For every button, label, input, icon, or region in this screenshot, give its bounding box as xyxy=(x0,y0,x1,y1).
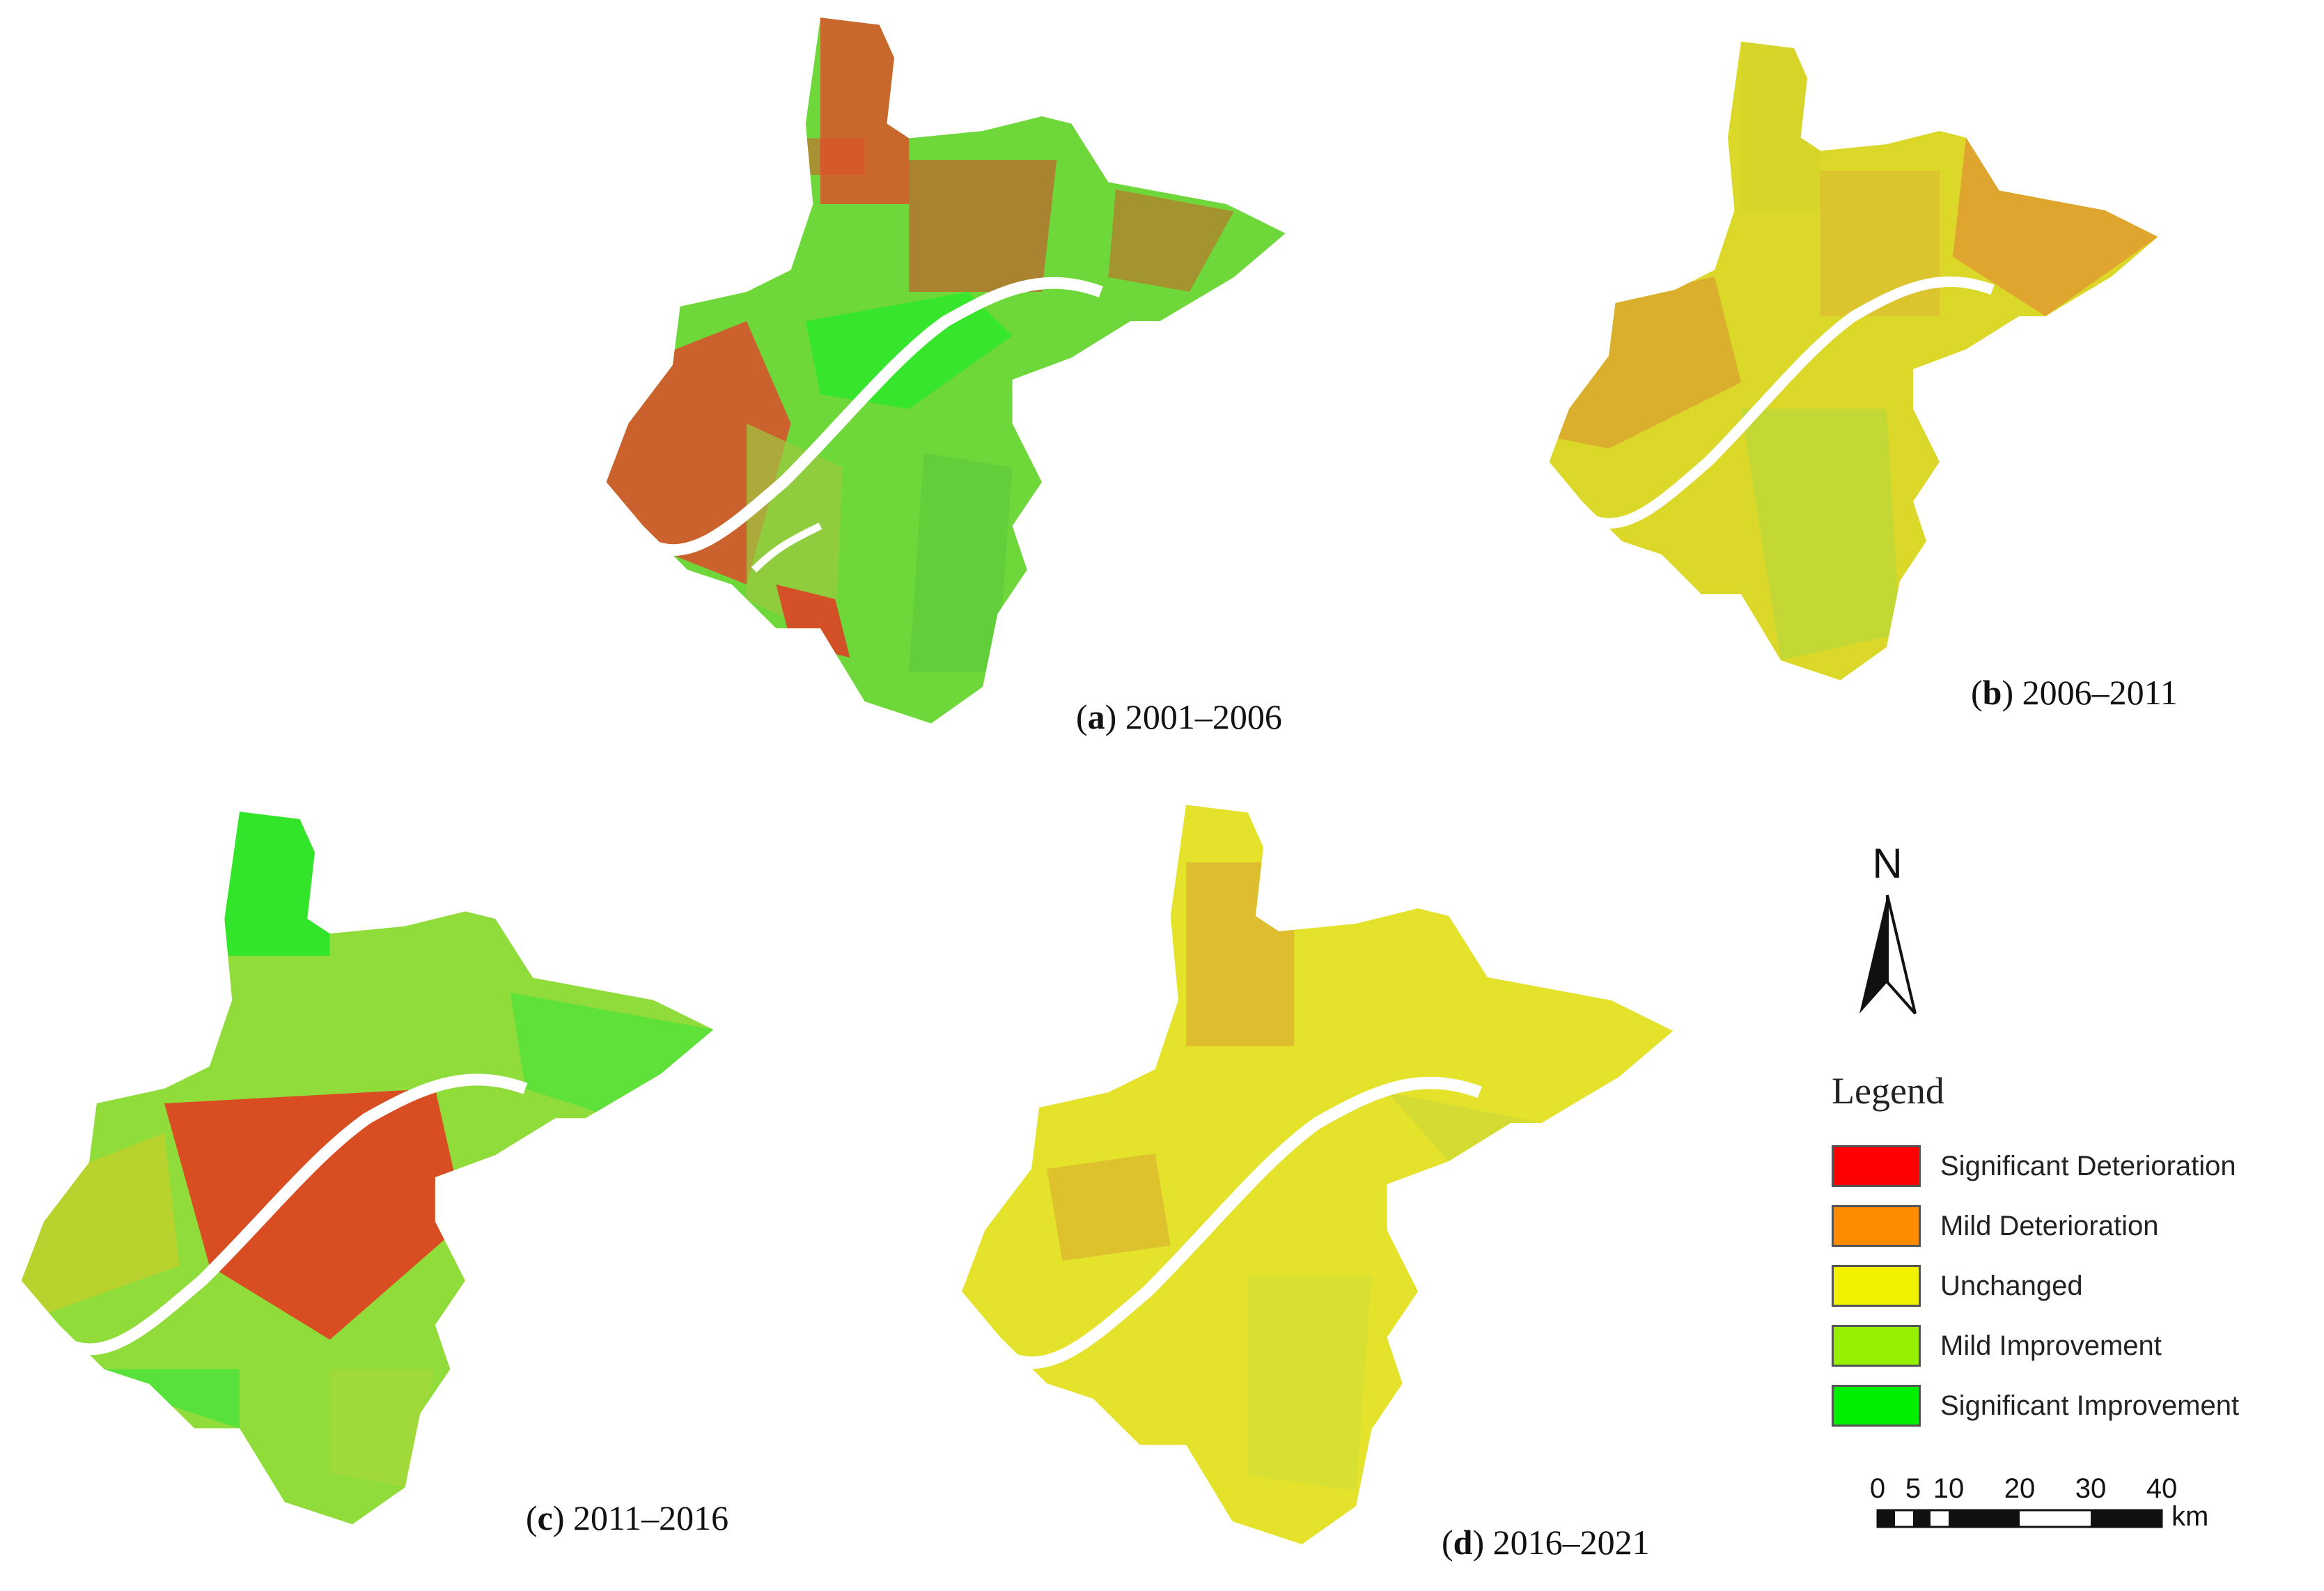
legend-item: Significant Deterioration xyxy=(1832,1136,2319,1196)
legend-swatch xyxy=(1832,1385,1921,1427)
north-arrow: N xyxy=(1832,839,1943,1041)
caption-a-period: 2001–2006 xyxy=(1125,697,1282,736)
legend: Legend Significant Deterioration Mild De… xyxy=(1832,1069,2319,1436)
legend-label: Significant Deterioration xyxy=(1940,1150,2236,1181)
legend-label: Mild Improvement xyxy=(1940,1330,2162,1361)
map-c-svg xyxy=(21,812,714,1525)
legend-label: Mild Deterioration xyxy=(1940,1210,2159,1241)
map-d-svg xyxy=(962,805,1674,1544)
map-panel-a xyxy=(599,14,1337,745)
legend-item: Unchanged xyxy=(1832,1256,2319,1316)
legend-title: Legend xyxy=(1832,1070,1944,1112)
caption-a: (a) 2001–2006 xyxy=(1076,697,1282,736)
scale-tick-5: 5 xyxy=(1905,1473,1921,1504)
caption-c-period: 2011–2016 xyxy=(573,1498,729,1537)
legend-swatch xyxy=(1832,1205,1921,1247)
scale-tick-0: 0 xyxy=(1870,1473,1885,1504)
caption-b-letter: b xyxy=(1982,673,2002,712)
legend-item: Mild Deterioration xyxy=(1832,1196,2319,1256)
map-panel-d xyxy=(954,801,1727,1567)
caption-d-letter: d xyxy=(1453,1523,1473,1562)
scale-tick-40: 40 xyxy=(2146,1473,2178,1504)
legend-swatch xyxy=(1832,1145,1921,1187)
legend-label: Significant Improvement xyxy=(1940,1390,2240,1421)
scale-tick-10: 10 xyxy=(1933,1473,1965,1504)
map-b-svg xyxy=(1549,41,2158,681)
scale-tick-20: 20 xyxy=(2004,1473,2036,1504)
scale-bar-svg: 0 5 10 20 30 40 km xyxy=(1870,1473,2208,1532)
legend-label: Unchanged xyxy=(1940,1270,2083,1301)
caption-a-letter: a xyxy=(1087,697,1105,736)
scale-tick-30: 30 xyxy=(2075,1473,2107,1504)
caption-d: (d) 2016–2021 xyxy=(1442,1523,1650,1562)
north-label: N xyxy=(1872,840,1903,887)
scale-unit: km xyxy=(2171,1501,2208,1532)
map-panel-b xyxy=(1543,38,2204,700)
caption-b-period: 2006–2011 xyxy=(2022,673,2178,712)
caption-b: (b) 2006–2011 xyxy=(1971,673,2178,712)
legend-swatch xyxy=(1832,1265,1921,1307)
legend-item: Mild Improvement xyxy=(1832,1316,2319,1376)
legend-swatch xyxy=(1832,1325,1921,1367)
north-arrow-icon xyxy=(1859,894,1917,1015)
caption-c-letter: c xyxy=(537,1498,553,1537)
map-panel-c xyxy=(14,808,766,1546)
map-a-svg xyxy=(606,17,1286,724)
caption-c: (c) 2011–2016 xyxy=(526,1498,729,1537)
legend-item: Significant Improvement xyxy=(1832,1376,2319,1436)
caption-d-period: 2016–2021 xyxy=(1492,1523,1650,1562)
scale-bar: 0 5 10 20 30 40 km xyxy=(1832,1470,2277,1546)
